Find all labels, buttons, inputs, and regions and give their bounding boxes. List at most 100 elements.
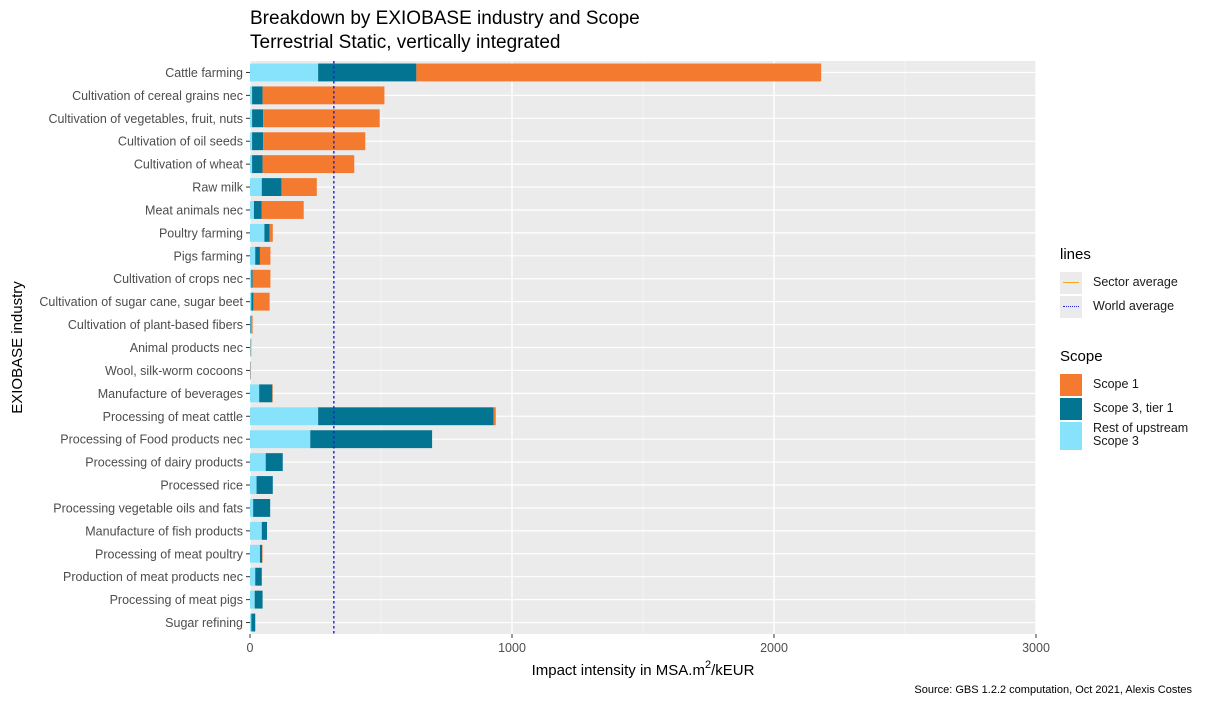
legend-label-rest-upstream-l2: Scope 3: [1093, 434, 1139, 448]
legend-label-rest-upstream-l1: Rest of upstream: [1093, 421, 1189, 435]
bar-scope3-tier1: [265, 453, 283, 472]
category-label: Processed rice: [160, 479, 243, 493]
category-label: Manufacture of fish products: [85, 524, 243, 538]
bar-rest-upstream: [250, 63, 319, 82]
bar-scope3-tier1: [253, 499, 271, 517]
scope1-swatch: [1060, 374, 1082, 396]
bar-scope1: [263, 132, 366, 151]
bar-rest-upstream: [250, 544, 260, 563]
bar-scope3-tier1: [254, 590, 263, 609]
x-tick-label: 3000: [1022, 641, 1050, 655]
category-label: Poultry farming: [159, 226, 243, 240]
bar-scope3-tier1: [318, 407, 494, 426]
category-label: Processing of Food products nec: [60, 433, 243, 447]
bar-scope3-tier1: [252, 109, 264, 128]
bar-scope3-tier1: [250, 315, 252, 334]
bar-rest-upstream: [250, 521, 262, 540]
x-tick-label: 2000: [760, 641, 788, 655]
bar-rest-upstream: [250, 613, 252, 632]
bar-rest-upstream: [250, 132, 253, 151]
bar-rest-upstream: [250, 292, 252, 311]
source-note: Source: GBS 1.2.2 computation, Oct 2021,…: [914, 684, 1192, 696]
category-label: Cultivation of cereal grains nec: [72, 89, 243, 103]
category-label: Cultivation of vegetables, fruit, nuts: [48, 112, 243, 126]
bar-rest-upstream: [250, 315, 251, 334]
bar-scope3-tier1: [251, 292, 254, 311]
bar-rest-upstream: [250, 201, 254, 219]
bar-scope3-tier1: [310, 430, 433, 449]
x-axis-title-suffix: /kEUR: [711, 662, 755, 679]
bar-scope3-tier1: [251, 613, 256, 632]
bar-rest-upstream: [250, 155, 253, 174]
bar-rest-upstream: [250, 223, 265, 242]
bar-rest-upstream: [250, 499, 254, 517]
bar-rest-upstream: [250, 567, 256, 586]
bar-rest-upstream: [250, 430, 311, 449]
x-tick-label: 0: [247, 641, 254, 655]
bar-scope3-tier1: [264, 223, 270, 242]
bar-rest-upstream: [250, 338, 251, 357]
category-label: Cattle farming: [165, 66, 243, 80]
bar-rest-upstream: [250, 407, 319, 426]
bar-scope3-tier1: [259, 384, 273, 403]
bar-rest-upstream: [250, 590, 255, 609]
bar-rest-upstream: [250, 453, 266, 472]
legend-lines-title: lines: [1060, 246, 1091, 263]
bar-scope3-tier1: [255, 246, 260, 265]
chart-subtitle: Terrestrial Static, vertically integrate…: [250, 32, 561, 53]
legend-label-sector-average: Sector average: [1093, 275, 1178, 289]
category-label: Raw milk: [192, 181, 243, 195]
category-label: Cultivation of plant-based fibers: [68, 318, 243, 332]
x-axis-title-main: Impact intensity in MSA.m: [532, 662, 705, 679]
legend-label-scope1: Scope 1: [1093, 377, 1139, 391]
bar-rest-upstream: [250, 86, 253, 105]
sector-average-key: [1060, 272, 1082, 294]
category-label: Production of meat products nec: [63, 570, 243, 584]
bar-scope1: [252, 269, 271, 288]
bar-scope3-tier1: [255, 567, 262, 586]
bar-scope1: [272, 384, 273, 403]
scope3-tier1-swatch: [1060, 398, 1082, 420]
bar-scope3-tier1: [252, 132, 264, 151]
bar-scope1: [262, 86, 385, 105]
bar-scope3-tier1: [261, 521, 268, 540]
category-label: Cultivation of crops nec: [113, 272, 243, 286]
rest-upstream-swatch: [1060, 422, 1082, 450]
legend-scope-title: Scope: [1060, 348, 1103, 365]
bars-group: [250, 63, 822, 632]
x-axis-title: Impact intensity in MSA.m2/kEUR: [532, 659, 755, 679]
bar-rest-upstream: [250, 178, 262, 196]
category-label: Processing vegetable oils and fats: [53, 501, 243, 515]
category-label: Pigs farming: [174, 249, 244, 263]
bar-scope3-tier1: [261, 178, 282, 196]
world-average-key: [1060, 296, 1082, 318]
bar-scope1: [493, 407, 496, 426]
bar-scope1: [253, 292, 270, 311]
bar-scope3-tier1: [252, 155, 263, 174]
bar-scope1: [416, 63, 822, 82]
bar-scope1: [261, 201, 304, 219]
bar-rest-upstream: [250, 269, 252, 288]
bar-scope3-tier1: [259, 544, 263, 563]
bar-rest-upstream: [250, 109, 253, 128]
chart-title: Breakdown by EXIOBASE industry and Scope: [250, 8, 640, 29]
legend-label-rest-upstream: Rest of upstream Scope 3: [1093, 422, 1188, 448]
category-label: Sugar refining: [165, 616, 243, 630]
y-axis-title: EXIOBASE industry: [9, 281, 26, 414]
bar-scope3-tier1: [253, 201, 262, 219]
legend-label-scope3-tier1: Scope 3, tier 1: [1093, 401, 1174, 415]
bar-scope3-tier1: [251, 269, 253, 288]
bar-scope1: [250, 338, 252, 357]
bar-scope1: [259, 246, 271, 265]
category-label: Processing of meat poultry: [95, 547, 244, 561]
category-label: Manufacture of beverages: [98, 387, 243, 401]
bar-scope3-tier1: [318, 63, 417, 82]
category-label: Meat animals nec: [145, 203, 243, 217]
x-ticks: 0 1000 2000 3000: [247, 634, 1050, 655]
category-label: Processing of meat pigs: [110, 593, 243, 607]
bar-rest-upstream: [250, 476, 257, 494]
legend-label-world-average: World average: [1093, 299, 1175, 313]
bar-rest-upstream: [250, 384, 260, 403]
category-label: Animal products nec: [130, 341, 243, 355]
